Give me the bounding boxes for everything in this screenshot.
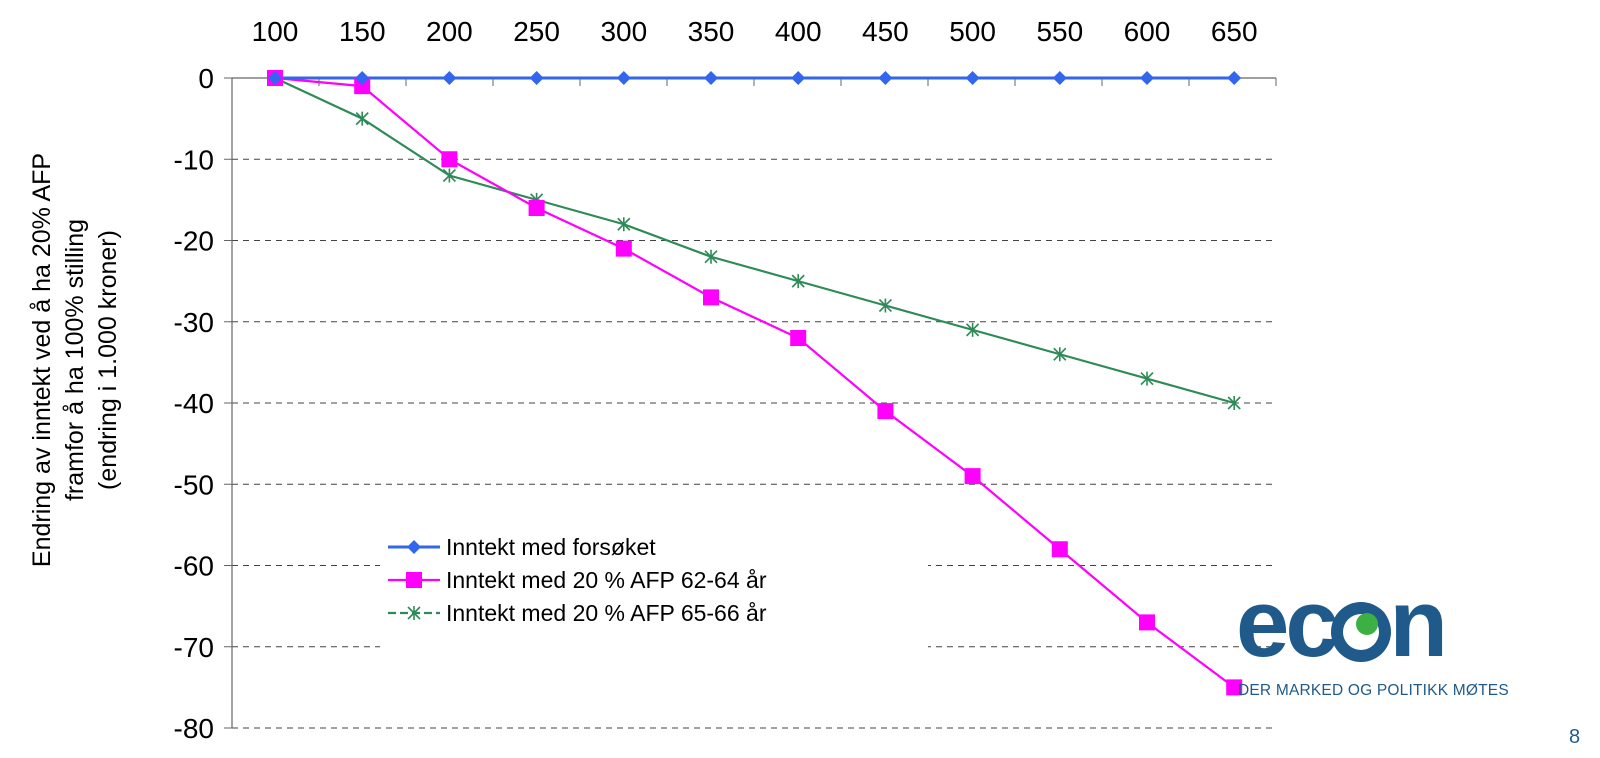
logo-tagline: DER MARKED OG POLITIKK MØTES (1238, 682, 1509, 699)
data-point-series-3 (966, 322, 980, 337)
page-number: 8 (1569, 726, 1581, 748)
data-point-series-1 (355, 71, 370, 85)
y-tick-label: -80 (174, 713, 214, 744)
y-tick-label: -30 (174, 307, 214, 338)
data-point-series-2 (964, 468, 981, 485)
x-tick-label: 450 (862, 16, 909, 47)
series-line-2 (274, 76, 1235, 689)
x-tick-label: 600 (1124, 16, 1171, 47)
legend-label: Inntekt med 20 % AFP 62-64 år (446, 567, 767, 593)
y-axis-label-line: framfor å ha 100% stilling (61, 219, 89, 501)
data-point-series-2 (1226, 679, 1243, 696)
data-point-series-1 (878, 71, 893, 85)
data-point-series-3 (442, 168, 456, 183)
data-point-series-1 (791, 71, 806, 85)
data-point-series-2 (1051, 541, 1068, 558)
y-tick-label: -60 (174, 551, 214, 582)
data-point-series-3 (1227, 396, 1241, 410)
legend-background (380, 522, 928, 650)
x-tick-label: 300 (600, 16, 647, 47)
data-point-series-1 (704, 71, 718, 85)
x-tick-label: 100 (252, 16, 299, 47)
data-point-series-3 (1053, 347, 1067, 362)
data-point-series-2 (1139, 614, 1155, 631)
data-point-series-3 (704, 249, 718, 264)
data-point-series-2 (790, 330, 807, 346)
data-point-series-1 (529, 71, 544, 85)
legend-marker (407, 540, 421, 554)
y-tick-label: -50 (174, 469, 214, 500)
data-point-series-3 (355, 111, 369, 126)
x-tick-label: 250 (513, 16, 560, 47)
data-point-series-3 (617, 217, 631, 232)
x-tick-label: 350 (688, 16, 735, 47)
data-point-series-1 (616, 71, 631, 85)
data-point-series-2 (615, 240, 632, 257)
x-tick-label: 500 (949, 16, 996, 47)
y-tick-label: -70 (174, 632, 214, 663)
data-point-series-2 (528, 200, 545, 216)
legend: Inntekt med forsøket Inntekt med 20 % AFP… (388, 534, 767, 626)
y-axis-label-line: (endring i 1.000 kroner) (94, 230, 122, 490)
y-tick-label: -40 (174, 388, 214, 419)
x-tick-label: 200 (426, 16, 473, 47)
data-point-series-2 (441, 151, 458, 168)
data-point-series-1 (965, 71, 980, 85)
y-tick-labels: 0 -10 -20 -30 -40 -50 -60 -70 -80 (174, 63, 214, 744)
x-tick-label: 650 (1211, 16, 1258, 47)
data-point-series-1 (442, 71, 457, 85)
data-point-series-3 (878, 298, 892, 313)
x-tick-label: 550 (1036, 16, 1083, 47)
data-point-series-3 (1140, 371, 1154, 386)
y-axis-label-line: Endring av inntekt ved å ha 20% AFP (28, 153, 56, 567)
legend-label: Inntekt med forsøket (446, 534, 656, 560)
x-tick-labels: 100 150 200 250 300 350 400 450 500 550 600 650 (252, 16, 1258, 47)
data-point-series-1 (1227, 71, 1242, 85)
legend-marker (407, 606, 421, 620)
data-point-series-2 (877, 403, 894, 420)
legend-label: Inntekt med 20 % AFP 65-66 år (446, 600, 767, 626)
legend-marker (406, 572, 422, 588)
data-point-series-1 (268, 71, 282, 85)
y-tick-label: 0 (198, 63, 214, 94)
y-tick-label: -20 (174, 226, 214, 257)
series-lines (274, 76, 1235, 689)
series-markers (267, 70, 1243, 696)
y-tick-label: -10 (174, 144, 214, 175)
data-point-series-1 (1140, 71, 1154, 85)
logo-globe-icon (1331, 602, 1391, 662)
data-point-series-2 (354, 78, 371, 95)
y-axis-label: Endring av inntekt ved å ha 20% AFP framf… (28, 153, 122, 567)
series-line-3 (274, 77, 1235, 405)
data-point-series-1 (1052, 71, 1067, 85)
data-point-series-3 (791, 274, 805, 289)
x-tick-label: 400 (775, 16, 822, 47)
x-tick-label: 150 (339, 16, 386, 47)
data-point-series-2 (703, 289, 719, 306)
